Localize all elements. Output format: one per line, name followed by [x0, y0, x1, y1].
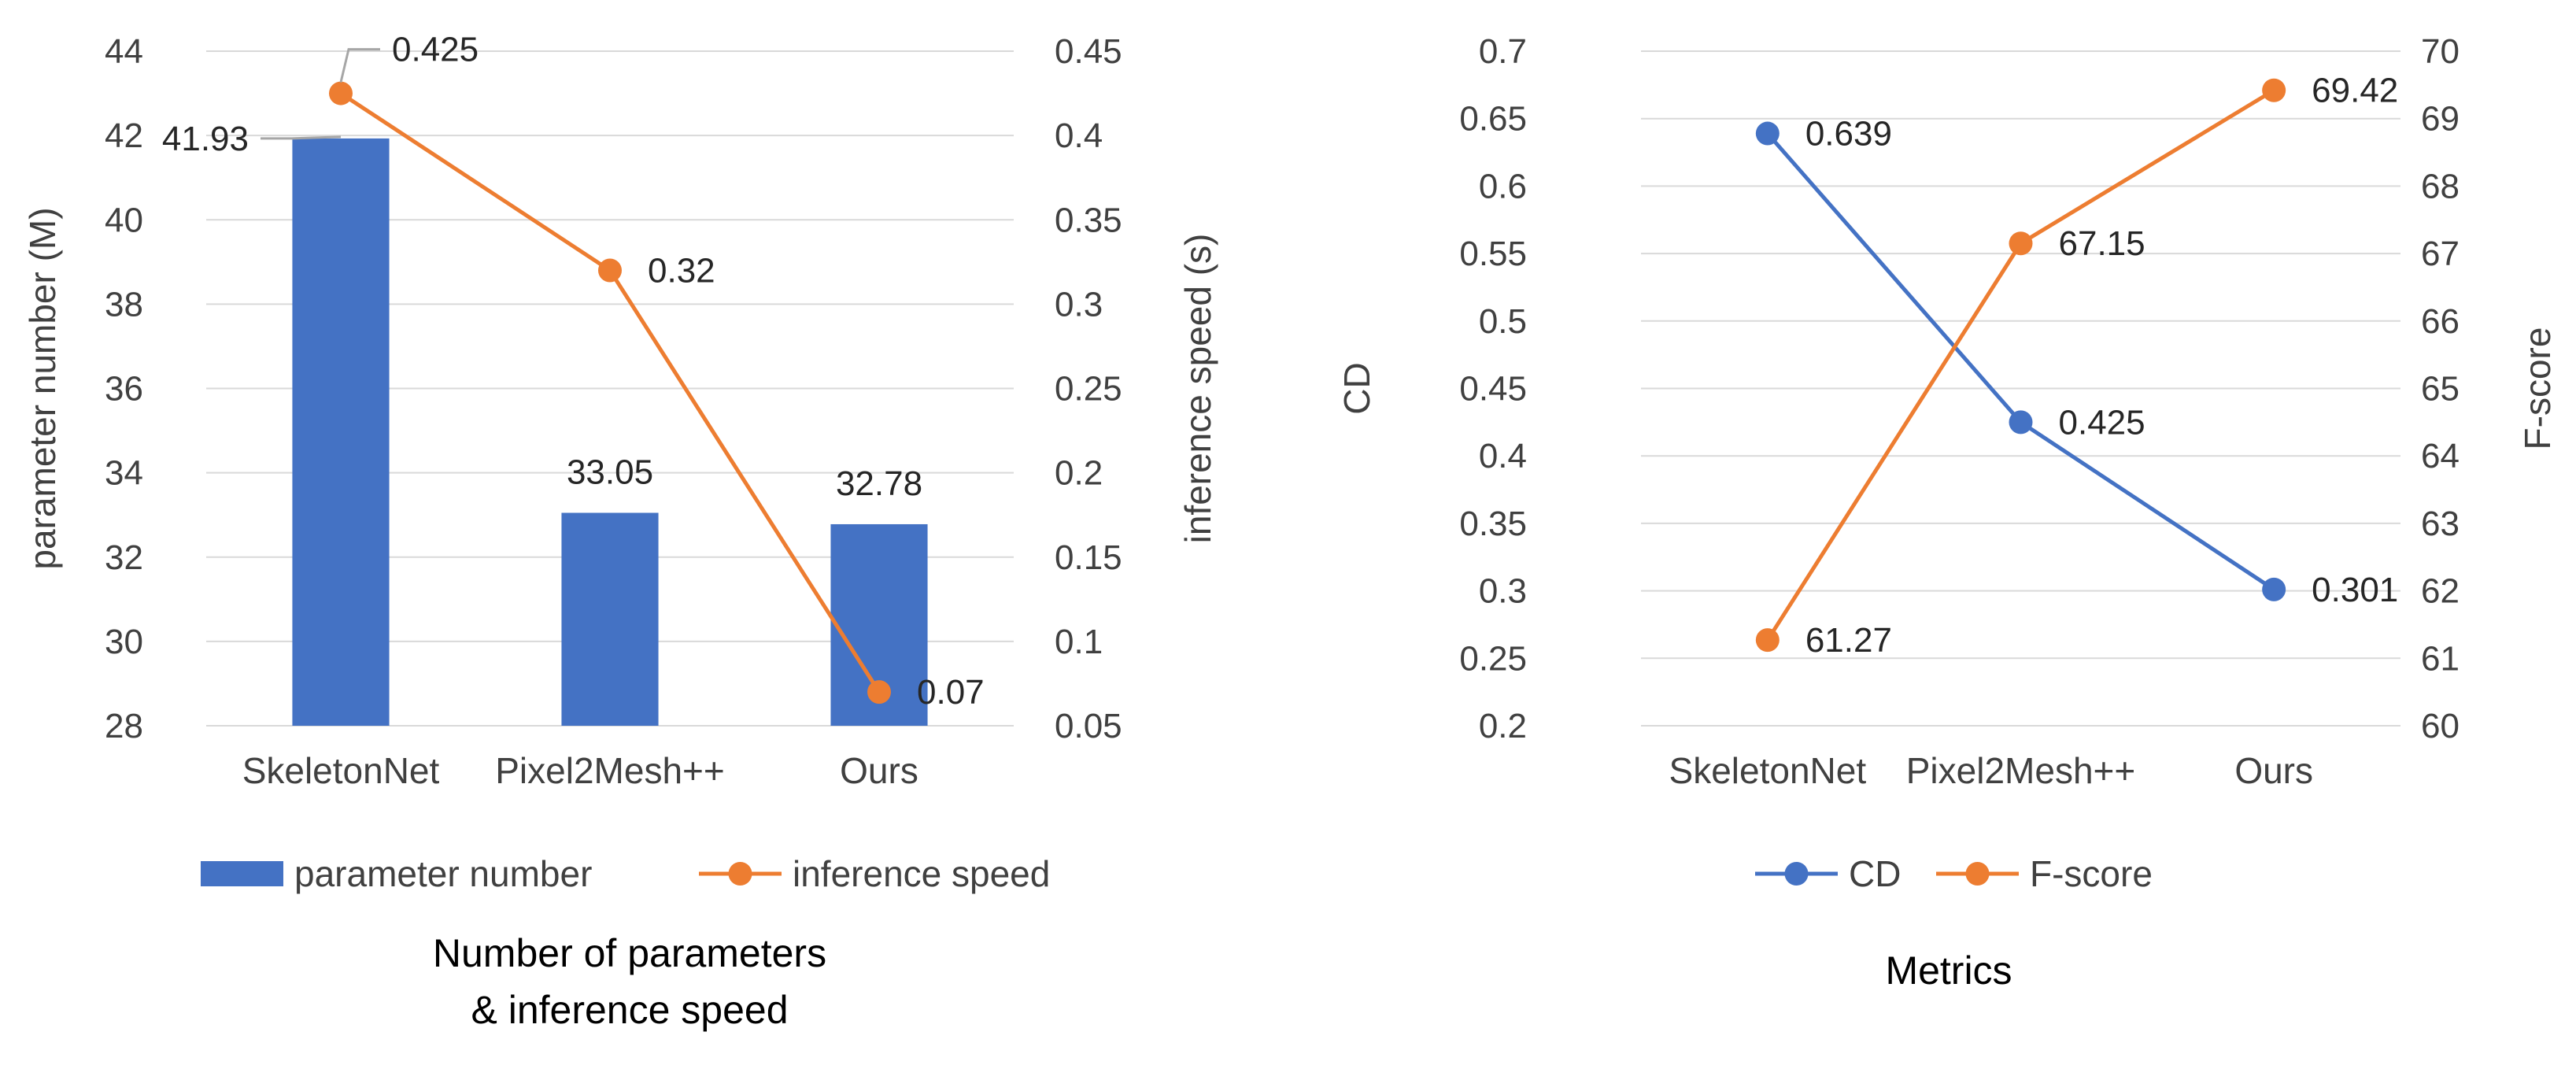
right-tick-label: 0.25 [1055, 370, 1122, 409]
bar-pixel2mesh [561, 512, 659, 726]
data-label-f-score: 69.42 [2312, 72, 2398, 110]
left-tick-label: 0.25 [1459, 639, 1527, 678]
point-cd-ours [2262, 577, 2286, 601]
category-label-skeletonnet: SkeletonNet [242, 750, 440, 791]
right-tick-label: 0.45 [1055, 32, 1122, 71]
right-tick-label: 0.15 [1055, 538, 1122, 577]
leader-line [339, 48, 380, 83]
bar-skeletonnet [292, 138, 390, 726]
data-label-inference-speed: 0.32 [648, 252, 715, 290]
left-axis-title: parameter number (M) [22, 207, 63, 569]
category-label-skeletonnet: SkeletonNet [1669, 750, 1867, 791]
data-label-inference-speed: 0.425 [392, 31, 479, 69]
legend-swatch-parameter-number [201, 861, 283, 886]
left-tick-label: 36 [105, 370, 143, 409]
left-tick-label: 30 [105, 623, 143, 661]
right-tick-label: 0.05 [1055, 707, 1122, 745]
right-tick-label: 60 [2421, 707, 2460, 745]
data-label-f-score: 67.15 [2059, 224, 2145, 263]
point-f-score-skeletonnet [1755, 628, 1780, 653]
left-tick-label: 0.55 [1459, 235, 1527, 273]
left-tick-label: 0.7 [1479, 32, 1527, 71]
series-line-f-score [1765, 88, 2275, 642]
chart-caption: Number of parameters [433, 931, 826, 975]
legend-marker-cd [1784, 862, 1809, 886]
left-tick-label: 38 [105, 285, 143, 324]
data-label-parameter-number: 41.93 [162, 120, 249, 158]
left-tick-label: 44 [105, 32, 143, 71]
point-inference-speed-pixel2mesh [598, 258, 622, 283]
left-tick-label: 0.4 [1479, 437, 1527, 475]
left-tick-label: 34 [105, 454, 143, 493]
right-tick-label: 0.35 [1055, 201, 1122, 239]
chart-caption: & inference speed [471, 988, 788, 1032]
point-inference-speed-skeletonnet [329, 81, 353, 105]
category-label-pixel2mesh: Pixel2Mesh++ [495, 750, 725, 791]
right-tick-label: 68 [2421, 167, 2460, 205]
right-tick-label: 67 [2421, 235, 2460, 273]
right-tick-label: 0.3 [1055, 285, 1103, 324]
left-tick-label: 28 [105, 707, 143, 745]
legend-label-f-score: F-score [2030, 853, 2153, 894]
left-tick-label: 0.35 [1459, 505, 1527, 543]
left-axis-title: CD [1336, 362, 1377, 414]
right-tick-label: 0.1 [1055, 623, 1103, 661]
right-tick-label: 63 [2421, 505, 2460, 543]
category-label-pixel2mesh: Pixel2Mesh++ [1906, 750, 2136, 791]
data-label-cd: 0.639 [1805, 115, 1892, 153]
left-tick-label: 0.45 [1459, 370, 1527, 409]
left-tick-label: 0.5 [1479, 302, 1527, 341]
data-label-cd: 0.425 [2059, 403, 2145, 442]
point-f-score-ours [2262, 78, 2286, 102]
point-cd-pixel2mesh [2009, 410, 2033, 435]
right-axis-title: F-score [2517, 327, 2558, 450]
left-tick-label: 0.2 [1479, 707, 1527, 745]
right-tick-label: 0.2 [1055, 454, 1103, 493]
right-tick-label: 64 [2421, 437, 2460, 475]
right-tick-label: 65 [2421, 370, 2460, 409]
right-tick-label: 66 [2421, 302, 2460, 341]
right-tick-label: 62 [2421, 572, 2460, 611]
category-label-ours: Ours [2234, 750, 2313, 791]
chart-parameters-speed: 28 30 32 34 36 38 40 42 44 0.05 0.1 0.15 0.2 0.25 0.3 0… [22, 31, 1218, 1032]
point-cd-skeletonnet [1755, 121, 1780, 146]
left-tick-label: 0.65 [1459, 100, 1527, 139]
data-label-f-score: 61.27 [1805, 621, 1892, 660]
legend-label-inference-speed: inference speed [793, 853, 1050, 894]
left-tick-label: 0.6 [1479, 167, 1527, 205]
data-label-inference-speed: 0.07 [917, 673, 985, 712]
point-f-score-pixel2mesh [2009, 231, 2033, 256]
right-tick-label: 61 [2421, 639, 2460, 678]
left-tick-label: 42 [105, 116, 143, 155]
right-tick-label: 0.4 [1055, 116, 1103, 155]
left-tick-label: 0.3 [1479, 572, 1527, 611]
left-tick-label: 40 [105, 201, 143, 239]
legend-marker-inference-speed [728, 862, 752, 886]
right-axis-title: inference speed (s) [1177, 234, 1218, 544]
legend-label-parameter-number: parameter number [294, 853, 592, 894]
leader-line [261, 135, 342, 140]
data-label-parameter-number: 33.05 [567, 453, 653, 492]
left-tick-label: 32 [105, 538, 143, 577]
data-label-cd: 0.301 [2312, 571, 2398, 609]
right-tick-label: 70 [2421, 32, 2460, 71]
category-label-ours: Ours [840, 750, 918, 791]
legend-label-cd: CD [1849, 853, 1901, 894]
data-label-parameter-number: 32.78 [836, 464, 922, 503]
legend-marker-f-score [1965, 862, 1990, 886]
chart-caption: Metrics [1885, 949, 2012, 993]
point-inference-speed-ours [867, 680, 891, 704]
chart-metrics: 0.2 0.25 0.3 0.35 0.4 0.45 0.5 0.55 0.6 0.65 0.7 60… [1336, 32, 2558, 993]
right-tick-label: 69 [2421, 100, 2460, 139]
